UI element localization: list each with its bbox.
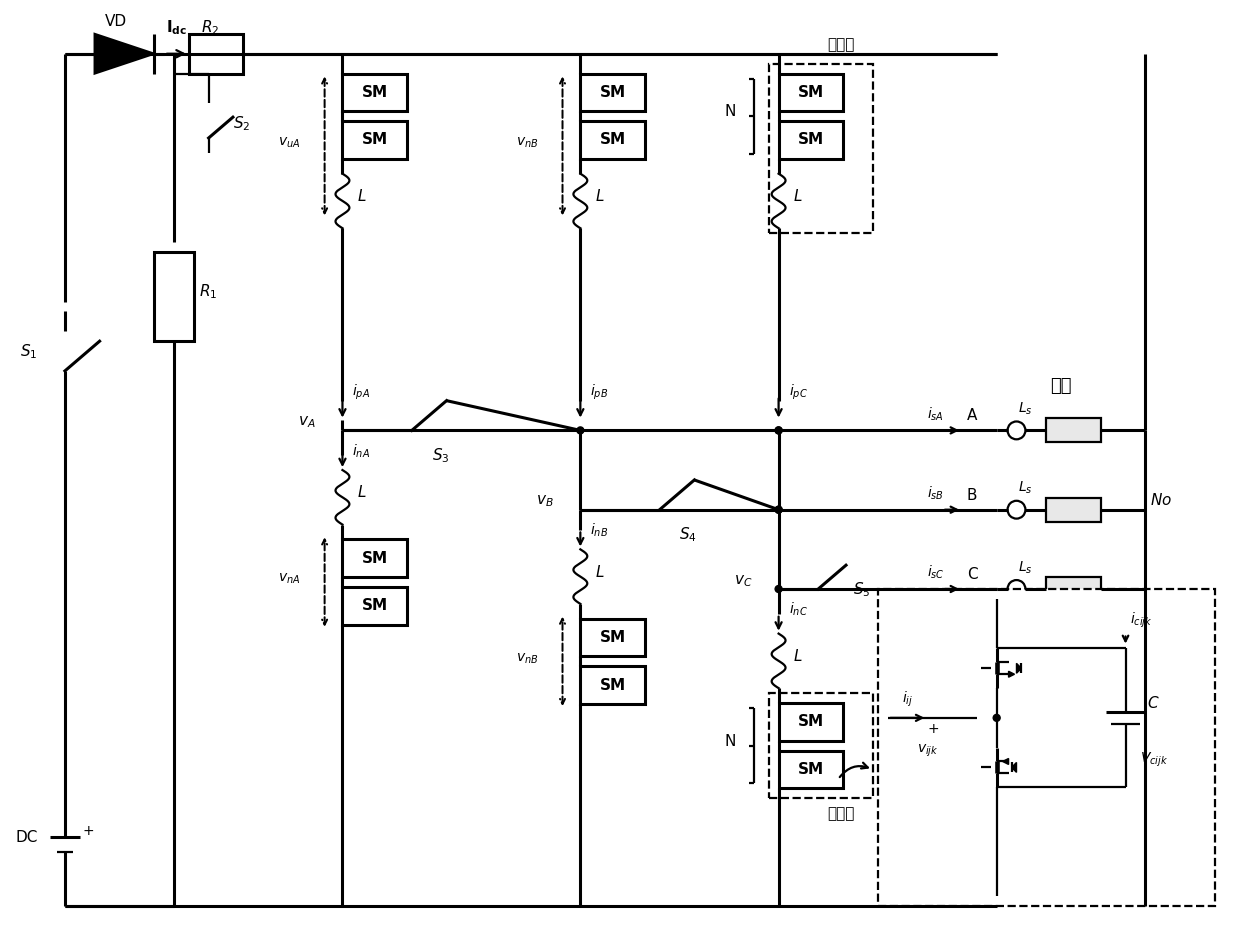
Text: $v_{nB}$: $v_{nB}$ (516, 136, 538, 150)
Polygon shape (94, 34, 154, 73)
Bar (769, 694, 873, 798)
Circle shape (993, 714, 1001, 721)
Bar (779, 73, 843, 111)
Text: $L$: $L$ (357, 484, 367, 501)
Text: $v_B$: $v_B$ (536, 494, 553, 509)
Polygon shape (1012, 763, 1017, 772)
Text: $L_s$: $L_s$ (1018, 401, 1033, 417)
Bar (580, 666, 645, 704)
Text: C: C (967, 567, 977, 582)
Text: SM: SM (362, 551, 388, 566)
Bar (1047, 498, 1101, 522)
Circle shape (577, 427, 584, 434)
Bar (188, 34, 243, 73)
Text: $\mathbf{I_{dc}}$: $\mathbf{I_{dc}}$ (166, 18, 187, 37)
Text: 下桥臂: 下桥臂 (827, 806, 854, 821)
Bar (769, 64, 873, 233)
Text: DC: DC (15, 829, 37, 845)
Bar (342, 587, 407, 625)
Text: $S_2$: $S_2$ (233, 114, 250, 133)
Bar (580, 73, 645, 111)
Text: SM: SM (362, 85, 388, 100)
Text: N: N (724, 733, 735, 749)
Text: $v_{uA}$: $v_{uA}$ (278, 136, 300, 150)
Bar (580, 618, 645, 656)
Text: $i_{pA}$: $i_{pA}$ (352, 383, 371, 402)
Bar (779, 703, 843, 741)
Bar (154, 252, 193, 341)
Text: $L_s$: $L_s$ (1018, 560, 1033, 576)
Circle shape (775, 427, 782, 434)
Text: $L$: $L$ (357, 188, 367, 204)
Text: $S_3$: $S_3$ (432, 446, 449, 465)
Text: $R_2$: $R_2$ (201, 18, 219, 37)
Text: $i_{sA}$: $i_{sA}$ (928, 406, 944, 423)
Text: $v_{nA}$: $v_{nA}$ (278, 572, 300, 586)
Text: $S_4$: $S_4$ (680, 525, 697, 544)
Text: $i_{pC}$: $i_{pC}$ (789, 383, 807, 402)
Text: $i_{cijk}$: $i_{cijk}$ (1131, 611, 1153, 630)
Text: $i_{pB}$: $i_{pB}$ (590, 383, 609, 402)
Polygon shape (1008, 672, 1014, 677)
Text: $v_{ijk}$: $v_{ijk}$ (918, 743, 939, 759)
Circle shape (775, 427, 782, 434)
Text: +: + (928, 722, 939, 735)
Text: $R_1$: $R_1$ (198, 282, 217, 301)
Text: $i_{nC}$: $i_{nC}$ (789, 600, 807, 618)
Text: $No$: $No$ (1151, 492, 1172, 507)
Text: $L$: $L$ (595, 563, 605, 580)
Text: SM: SM (362, 132, 388, 147)
Text: 上桥臂: 上桥臂 (827, 37, 854, 51)
Text: $L_s$: $L_s$ (1018, 480, 1033, 496)
Text: SM: SM (797, 714, 823, 730)
Bar (342, 73, 407, 111)
Text: $i_{nB}$: $i_{nB}$ (590, 522, 609, 539)
Bar (1047, 419, 1101, 443)
Circle shape (775, 506, 782, 513)
Text: $L$: $L$ (595, 188, 605, 204)
Bar (779, 122, 843, 159)
Polygon shape (1003, 758, 1008, 765)
Text: A: A (967, 408, 977, 424)
Circle shape (775, 585, 782, 593)
Text: B: B (967, 487, 977, 503)
Text: N: N (724, 104, 735, 119)
Text: SM: SM (599, 630, 626, 645)
Bar (342, 540, 407, 577)
Polygon shape (1017, 663, 1022, 674)
Text: SM: SM (599, 677, 626, 693)
Bar (878, 589, 1215, 906)
Bar (580, 122, 645, 159)
Text: $i_{nA}$: $i_{nA}$ (352, 442, 371, 460)
Text: SM: SM (599, 85, 626, 100)
Text: $v_{nB}$: $v_{nB}$ (516, 652, 538, 666)
Text: SM: SM (797, 85, 823, 100)
Text: $i_{sB}$: $i_{sB}$ (928, 484, 945, 503)
Text: SM: SM (362, 598, 388, 614)
Text: SM: SM (797, 762, 823, 777)
Text: $V_{cijk}$: $V_{cijk}$ (1141, 750, 1168, 769)
Bar (342, 122, 407, 159)
Text: $S_5$: $S_5$ (853, 580, 870, 598)
Text: 负载: 负载 (1050, 377, 1071, 395)
Circle shape (775, 506, 782, 513)
Text: $L$: $L$ (794, 188, 804, 204)
Text: $S_1$: $S_1$ (20, 342, 37, 361)
Text: $C$: $C$ (1147, 695, 1159, 711)
Text: $v_C$: $v_C$ (734, 573, 753, 589)
Text: +: + (83, 824, 94, 838)
Bar (779, 750, 843, 788)
Bar (1047, 577, 1101, 601)
Text: VD: VD (104, 14, 126, 28)
Text: $i_{sC}$: $i_{sC}$ (928, 564, 945, 581)
Text: $L$: $L$ (794, 648, 804, 664)
Text: $v_A$: $v_A$ (298, 414, 315, 430)
Text: $i_{ij}$: $i_{ij}$ (903, 690, 914, 710)
Text: SM: SM (599, 132, 626, 147)
Text: SM: SM (797, 132, 823, 147)
